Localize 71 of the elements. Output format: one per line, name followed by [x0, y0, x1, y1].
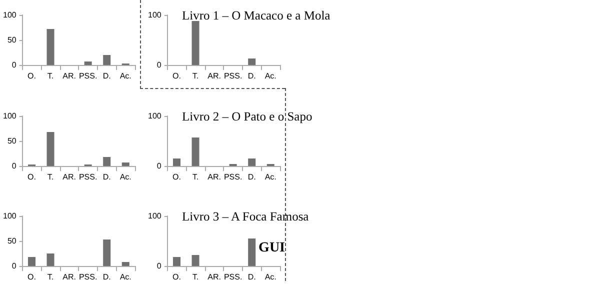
x-tick-label: T.: [192, 172, 199, 182]
bar: [172, 158, 180, 166]
x-tick-label: PSS.: [224, 72, 242, 80]
x-tick-label: Ac.: [264, 72, 276, 80]
y-tick-label: 0: [12, 162, 17, 170]
x-tick-label: O.: [172, 172, 181, 182]
y-tick-label: 100: [148, 10, 162, 20]
x-tick-label: AR.: [62, 272, 76, 282]
bar: [103, 55, 111, 65]
chart-title: Livro 2 – O Pato e o Sapo: [182, 110, 312, 124]
x-tick-label: D.: [248, 272, 256, 282]
x-tick-label: Ac.: [120, 272, 132, 282]
bar: [192, 255, 200, 266]
x-tick-label: T.: [47, 272, 54, 282]
y-tick-label: 0: [156, 262, 162, 270]
y-tick-label: 0: [12, 60, 17, 70]
y-tick-label: 0: [12, 262, 17, 270]
y-tick-label: 0: [156, 60, 162, 70]
bar: [28, 257, 36, 266]
x-tick-label: PSS.: [78, 172, 98, 182]
x-tick-label: AR.: [62, 172, 76, 182]
x-tick-label: O.: [28, 172, 36, 182]
y-tick-label: 0: [156, 162, 162, 170]
annotation: GUI: [258, 240, 286, 256]
chart-title: Livro 3 – A Foca Famosa: [182, 210, 310, 224]
bar: [103, 157, 111, 166]
bar: [46, 29, 54, 65]
bar: [122, 262, 130, 266]
x-tick-label: PSS.: [224, 172, 242, 182]
bar: [103, 240, 111, 266]
x-tick-label: D.: [248, 172, 256, 182]
y-tick-label: 50: [7, 36, 17, 44]
y-tick-label: 100: [148, 212, 162, 220]
x-tick-label: D.: [102, 272, 111, 282]
x-tick-label: O.: [172, 72, 181, 80]
y-tick-label: 100: [2, 212, 17, 220]
y-tick-label: 100: [148, 112, 162, 120]
x-tick-label: Ac.: [264, 272, 276, 282]
y-tick-label: 100: [2, 112, 17, 120]
x-tick-label: AR.: [208, 172, 221, 182]
x-tick-label: AR.: [208, 272, 221, 282]
x-tick-label: AR.: [62, 72, 76, 80]
x-tick-label: T.: [192, 72, 199, 80]
x-tick-label: PSS.: [78, 272, 98, 282]
y-tick-label: 50: [7, 236, 17, 246]
bar: [122, 162, 130, 166]
x-tick-label: T.: [47, 172, 54, 182]
y-tick-label: 50: [7, 136, 17, 146]
x-tick-label: O.: [28, 272, 36, 282]
bar: [248, 158, 256, 166]
bar: [46, 132, 54, 166]
bar: [46, 254, 54, 266]
x-tick-label: Ac.: [264, 172, 276, 182]
chart-title: Livro 1 – O Macaco e a Mola: [182, 8, 331, 22]
x-tick-label: O.: [28, 72, 36, 80]
bar: [84, 62, 92, 65]
x-tick-label: D.: [102, 172, 111, 182]
x-tick-label: Ac.: [120, 172, 132, 182]
y-tick-label: 100: [2, 10, 17, 20]
x-tick-label: D.: [102, 72, 111, 80]
x-tick-label: D.: [248, 72, 256, 80]
x-tick-label: O.: [172, 272, 181, 282]
bar: [248, 238, 256, 266]
bar: [192, 138, 200, 166]
bar: [172, 257, 180, 266]
x-tick-label: AR.: [208, 72, 221, 80]
x-tick-label: PSS.: [78, 72, 98, 80]
x-tick-label: Ac.: [120, 72, 132, 80]
x-tick-label: PSS.: [224, 272, 242, 282]
x-tick-label: T.: [47, 72, 54, 80]
x-tick-label: T.: [192, 272, 199, 282]
